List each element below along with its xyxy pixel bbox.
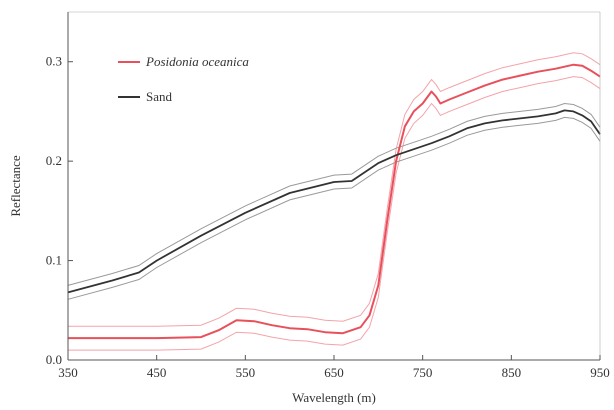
y-ticks: 0.0 0.1 0.2 0.3 xyxy=(46,54,73,367)
band-upper-posidonia-oceanica xyxy=(68,52,601,327)
legend-label-sand: Sand xyxy=(146,89,173,104)
series-line-posidonia-oceanica xyxy=(68,63,601,340)
x-tick-label: 350 xyxy=(58,365,78,380)
y-tick-label: 0.0 xyxy=(46,352,62,367)
x-tick-label: 950 xyxy=(590,365,610,380)
legend-label-posidonia: Posidonia oceanica xyxy=(145,54,249,69)
band-lower-sand xyxy=(67,116,601,300)
y-axis-title: Reflectance xyxy=(8,155,23,217)
confidence-bands xyxy=(67,52,601,351)
band-upper-sand xyxy=(67,102,601,286)
x-tick-label: 450 xyxy=(147,365,167,380)
x-tick-label: 550 xyxy=(236,365,256,380)
x-tick-label: 850 xyxy=(502,365,522,380)
legend: Posidonia oceanica Sand xyxy=(118,54,249,104)
x-tick-label: 750 xyxy=(413,365,433,380)
series-line-sand xyxy=(67,109,601,294)
band-lower-posidonia-oceanica xyxy=(68,76,601,351)
x-tick-label: 650 xyxy=(324,365,344,380)
x-axis-title: Wavelength (m) xyxy=(292,390,376,405)
y-tick-label: 0.2 xyxy=(46,153,62,168)
y-tick-label: 0.3 xyxy=(46,54,62,69)
series-lines xyxy=(67,63,601,340)
y-tick-label: 0.1 xyxy=(46,253,62,268)
x-ticks: 350 450 550 650 750 850 950 xyxy=(58,355,610,380)
